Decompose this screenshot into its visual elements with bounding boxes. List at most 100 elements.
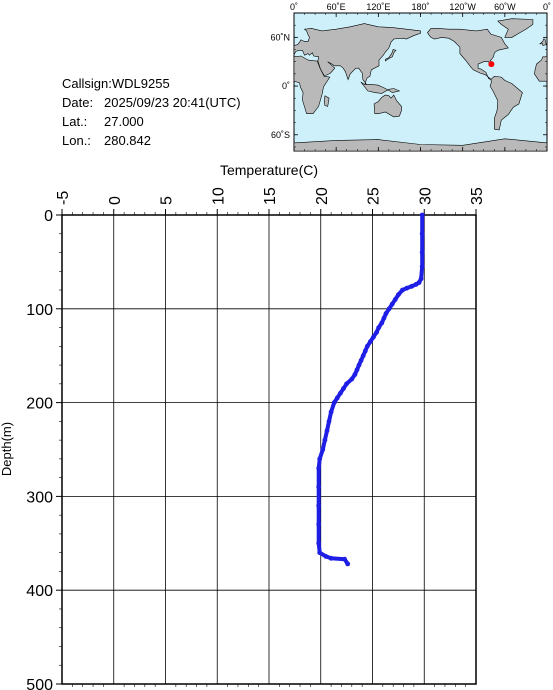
data-point <box>338 390 343 396</box>
data-point <box>323 554 329 559</box>
data-point <box>356 362 362 368</box>
data-point <box>362 348 368 354</box>
data-point <box>418 276 424 282</box>
data-point <box>396 292 401 298</box>
x-tick-label: 30 <box>417 187 434 205</box>
map-lat-label: 0˚ <box>282 81 290 91</box>
map-lon-label: 60˚W <box>494 2 516 12</box>
map-lon-label: 0˚ <box>290 2 298 12</box>
land-british-isles <box>539 38 547 46</box>
x-tick-label: 35 <box>469 187 486 205</box>
data-point <box>376 325 382 330</box>
data-point <box>389 301 395 307</box>
date-label: Date: <box>62 95 93 110</box>
data-point <box>341 386 346 391</box>
data-point <box>326 419 332 424</box>
y-tick-label: 400 <box>26 583 53 600</box>
data-point <box>349 376 355 382</box>
map-lon-label: 60˚E <box>327 2 346 12</box>
x-tick-label: 5 <box>159 196 176 205</box>
callsign-value: WDL9255 <box>112 76 170 91</box>
x-tick-label: 0 <box>107 196 124 205</box>
y-tick-label: 300 <box>26 489 53 506</box>
data-point <box>316 484 322 490</box>
data-point <box>419 231 425 237</box>
data-point <box>322 437 328 443</box>
data-point <box>419 264 425 269</box>
land-madagascar <box>323 95 330 107</box>
x-tick-label: 10 <box>210 187 227 205</box>
data-point <box>368 339 373 344</box>
callsign-label: Callsign: <box>62 76 112 91</box>
data-point <box>316 522 322 527</box>
data-point <box>317 456 323 462</box>
y-tick-label: 200 <box>26 396 53 413</box>
data-point <box>345 561 351 567</box>
data-point <box>324 428 330 434</box>
lon-label: Lon.: <box>62 133 91 148</box>
lat-label: Lat.: <box>62 114 87 129</box>
data-point <box>352 372 358 377</box>
data-point <box>358 358 364 363</box>
world-map: 0˚ 60˚E 120˚E 180˚ 120˚W 60˚W 0˚ 60˚N 0˚ 60˚S <box>270 2 551 152</box>
data-point <box>317 550 323 556</box>
land-north-america <box>427 28 509 80</box>
data-point <box>381 315 387 321</box>
map-lon-label: 0˚ <box>543 2 551 12</box>
map-ticks: 0˚ 60˚E 120˚E 180˚ 120˚W 60˚W 0˚ 60˚N 0˚ 60˚S <box>270 2 551 151</box>
y-tick-label: 100 <box>26 302 53 319</box>
ship-location-marker <box>488 61 495 68</box>
x-axis-label: Temperature(C) <box>220 162 318 178</box>
data-point <box>334 395 340 401</box>
data-point <box>413 282 419 287</box>
x-tick-label: 20 <box>314 187 331 205</box>
data-point <box>383 311 389 316</box>
data-point <box>379 320 385 326</box>
data-point <box>331 400 337 405</box>
data-point <box>392 297 398 302</box>
map-lon-label: 120˚E <box>366 2 390 12</box>
land-japan <box>385 49 397 62</box>
land-eurasia <box>293 23 421 86</box>
x-tick-label: 25 <box>366 187 383 205</box>
svg-text:Callsign:WDL9255: Callsign:WDL9255 <box>62 76 170 91</box>
data-point <box>354 367 360 373</box>
data-point <box>316 465 322 471</box>
y-axis-ticks: 0 100 200 300 400 500 <box>26 208 62 690</box>
x-axis-ticks: -5 0 5 10 15 20 25 30 35 <box>55 187 486 687</box>
data-point <box>409 283 415 289</box>
data-point <box>320 447 326 452</box>
data-point <box>360 353 366 359</box>
x-tick-label: -5 <box>55 191 72 205</box>
data-point <box>316 503 322 509</box>
land-africa <box>293 55 331 114</box>
x-tick-label: 15 <box>262 187 279 205</box>
map-lat-label: 60˚N <box>270 32 290 42</box>
data-point <box>386 306 392 312</box>
station-info: Callsign:WDL9255 Date: 2025/09/23 20:41(… <box>62 76 241 148</box>
data-point <box>419 250 425 255</box>
date-value: 2025/09/23 20:41(UTC) <box>104 95 241 110</box>
data-point <box>419 212 425 218</box>
data-point <box>374 329 379 335</box>
land-south-america <box>489 75 523 131</box>
data-point <box>328 409 334 415</box>
data-point <box>404 285 410 291</box>
lat-value: 27.000 <box>104 114 144 129</box>
land-indonesia <box>360 81 401 94</box>
data-point <box>328 555 334 561</box>
chart-grid <box>62 215 476 684</box>
data-point <box>316 540 322 546</box>
land-africa-west <box>534 56 548 82</box>
lon-value: 280.842 <box>104 133 151 148</box>
y-axis-label: Depth(m) <box>0 422 14 476</box>
data-point <box>400 287 405 293</box>
map-lon-label: 120˚W <box>449 2 476 12</box>
data-point <box>344 381 349 387</box>
land-greenland <box>497 18 534 38</box>
map-lat-label: 60˚S <box>271 130 290 140</box>
land-australia <box>373 94 402 118</box>
data-point <box>364 343 370 349</box>
